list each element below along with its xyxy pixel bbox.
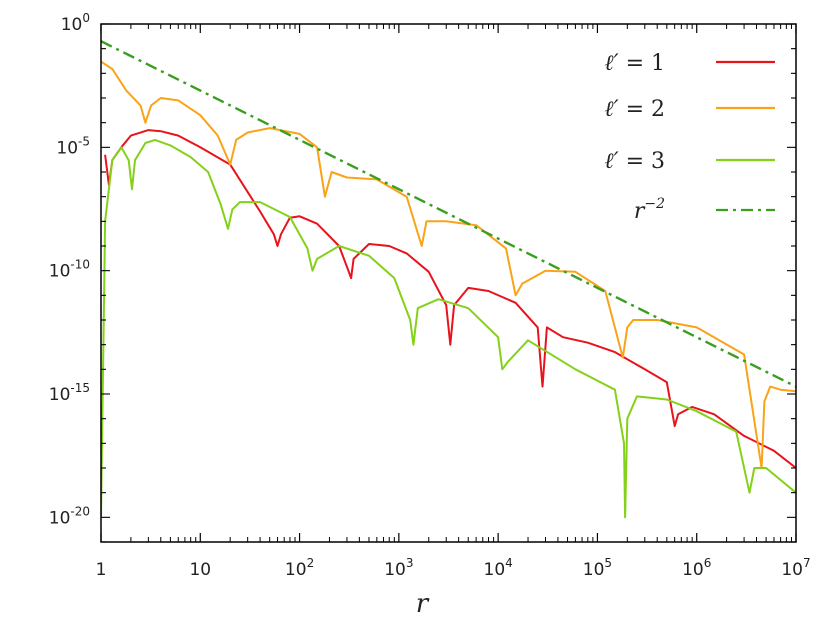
- y-tick-label: 10-5: [56, 134, 90, 158]
- x-tick-label: 102: [285, 556, 314, 580]
- legend-label-3: ℓ′ = 3: [604, 149, 665, 174]
- x-tick-label: 1: [96, 560, 107, 580]
- x-tick-label: 105: [583, 556, 612, 580]
- x-tick-label: 10: [189, 560, 211, 580]
- x-tick-label: 104: [484, 556, 513, 580]
- plot-frame: [100, 23, 797, 543]
- x-tick-label: 107: [781, 556, 810, 580]
- y-tick-label: 100: [61, 11, 90, 35]
- legend-label-4: r−2: [634, 196, 665, 224]
- labels-layer: 1 10 102 103 104 105 106 107 100 10-5 10-10 10-15 10…: [49, 11, 811, 580]
- ticks-layer: [100, 23, 797, 543]
- x-axis-label: r: [416, 589, 430, 619]
- series-line-4: [101, 40, 796, 388]
- legend-label-1: ℓ′ = 1: [604, 51, 665, 76]
- series-line-3: [101, 138, 796, 519]
- y-tick-label: 10-15: [49, 381, 90, 405]
- legend: ℓ′ = 1 ℓ′ = 2 ℓ′ = 3 r−2: [604, 51, 775, 224]
- y-tick-label: 10-20: [49, 504, 90, 528]
- x-tick-label: 103: [384, 556, 413, 580]
- legend-label-2: ℓ′ = 2: [604, 97, 665, 122]
- x-tick-label: 106: [682, 556, 711, 580]
- y-tick-label: 10-10: [49, 258, 90, 282]
- series-layer: [101, 40, 796, 519]
- series-line-1: [104, 129, 796, 469]
